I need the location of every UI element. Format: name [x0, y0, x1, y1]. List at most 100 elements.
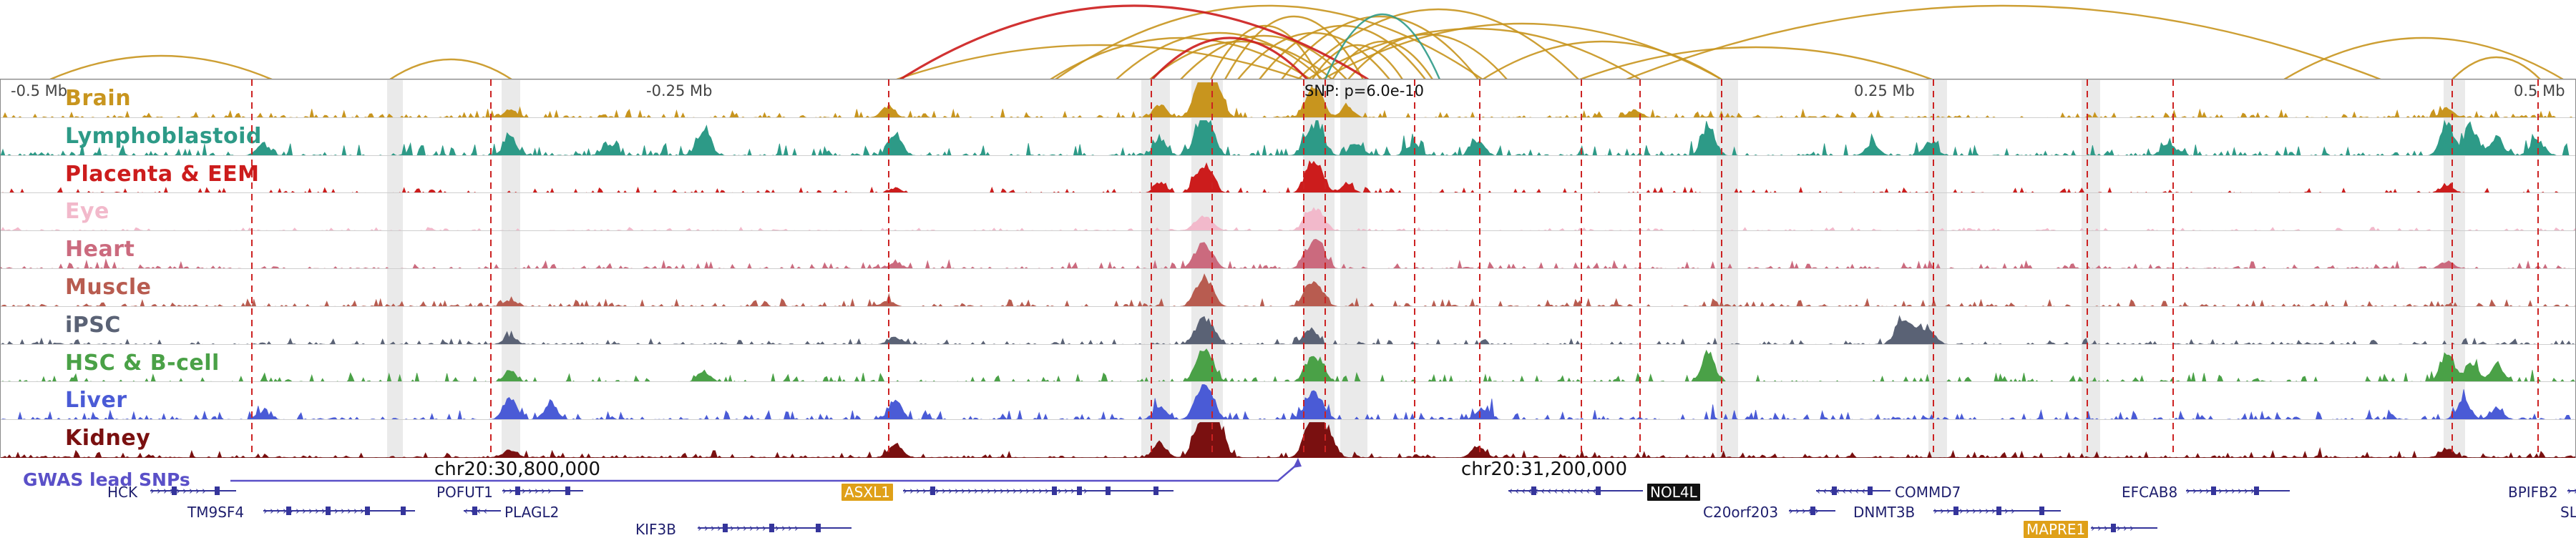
track-row-kidney[interactable]: Kidney	[1, 419, 2575, 458]
track-label-muscle: Muscle	[65, 275, 152, 300]
gene-label-pofut1[interactable]: POFUT1	[436, 484, 493, 501]
snp-dashed-line	[2172, 79, 2174, 457]
gene-label-c20orf203[interactable]: C20orf203	[1703, 504, 1779, 521]
ruler-label-neg025: -0.25 Mb	[646, 82, 713, 99]
gene-label-nol4l[interactable]: NOL4L	[1647, 484, 1700, 501]
snp-pvalue-label: SNP: p=6.0e-10	[1304, 82, 1424, 99]
interaction-arcs	[49, 4, 2564, 80]
track-label-eye: Eye	[65, 199, 109, 225]
exon	[1996, 507, 2001, 515]
ruler-label-pos025: 0.25 Mb	[1854, 82, 1915, 99]
track-row-muscle[interactable]: Muscle	[1, 268, 2575, 307]
gene-body-hck[interactable]: ›››››››››	[150, 483, 236, 499]
exon	[1596, 486, 1601, 495]
gene-body-kif3b[interactable]: ››››››››››››››››	[698, 520, 852, 536]
snp-dashed-line	[2537, 79, 2539, 457]
exon	[1531, 486, 1536, 495]
exon	[2039, 507, 2044, 515]
exon	[1106, 486, 1111, 495]
snp-dashed-line	[1581, 79, 1582, 457]
exon	[723, 524, 728, 532]
gene-body-efcab8[interactable]: ›››››››››››	[2186, 483, 2290, 499]
gene-body-pofut1[interactable]: ››››››››	[502, 483, 583, 499]
exon	[1052, 486, 1057, 495]
interaction-arc	[1579, 46, 1933, 80]
interaction-arc	[49, 54, 273, 80]
snp-dashed-line	[1324, 79, 1326, 457]
signal-liver	[1, 384, 2575, 421]
snp-dashed-line	[1721, 79, 1722, 457]
gwas-lead-snps-label: GWAS lead SNPs	[23, 469, 190, 490]
signal-eye	[1, 207, 2575, 232]
interaction-arc	[896, 44, 1303, 80]
interaction-arc	[1297, 8, 1579, 80]
exon	[2111, 524, 2116, 532]
gene-label-asxl1[interactable]: ASXL1	[841, 484, 893, 501]
signal-kidney	[1, 422, 2575, 458]
interaction-arc	[899, 4, 1369, 80]
gene-label-hck[interactable]: HCK	[107, 484, 138, 501]
snp-dashed-line	[1303, 79, 1304, 457]
ruler-label-left: -0.5 Mb	[11, 82, 68, 99]
track-row-brain[interactable]: Brain	[1, 79, 2575, 118]
exon	[1153, 486, 1158, 495]
exon	[2254, 486, 2259, 495]
interaction-arc	[1180, 34, 1347, 80]
gene-label-bpifb2[interactable]: BPIFB2	[2508, 484, 2558, 501]
track-row-eye[interactable]: Eye	[1, 192, 2575, 232]
snp-dashed-line	[1211, 79, 1213, 457]
track-row-liver[interactable]: Liver	[1, 381, 2575, 421]
exon	[401, 507, 406, 515]
gene-body-plagl2[interactable]: ‹‹‹‹	[464, 503, 501, 519]
ruler-label-right: 0.5 Mb	[2514, 82, 2565, 99]
track-label-heart: Heart	[65, 237, 135, 263]
gene-label-sl[interactable]: SL	[2560, 504, 2576, 521]
gene-body-nol4l[interactable]: ‹‹‹‹‹‹‹‹‹‹‹‹‹‹	[1508, 483, 1643, 499]
signal-heart	[1, 239, 2575, 269]
exon	[930, 486, 935, 495]
exon	[472, 507, 477, 515]
exon	[215, 486, 220, 495]
exon	[172, 486, 177, 495]
gene-label-dnmt3b[interactable]: DNMT3B	[1853, 504, 1916, 521]
gene-label-plagl2[interactable]: PLAGL2	[504, 504, 560, 521]
gene-body-dnmt3b[interactable]: ›››››››››››››	[1933, 503, 2061, 519]
gene-body-tm9sf4[interactable]: ››››››››››››››››	[263, 503, 415, 519]
signal-track-area[interactable]: -0.5 Mb -0.25 Mb SNP: p=6.0e-10 0.25 Mb …	[0, 79, 2576, 458]
interaction-arc	[1324, 13, 1441, 80]
snp-dashed-line	[1414, 79, 1415, 457]
signal-placenta-eem	[1, 160, 2575, 194]
gene-label-mapre1[interactable]: MAPRE1	[2024, 521, 2089, 538]
snp-dashed-line	[251, 79, 253, 457]
interaction-arc	[389, 58, 512, 80]
gene-label-commd7[interactable]: COMMD7	[1895, 484, 1961, 501]
interaction-arc	[1116, 31, 1323, 80]
interaction-arc	[1224, 16, 1365, 80]
interaction-arc	[1149, 40, 1333, 80]
exon	[816, 524, 821, 532]
track-row-heart[interactable]: Heart	[1, 230, 2575, 269]
gene-label-kif3b[interactable]: KIF3B	[635, 521, 676, 538]
track-label-lymphoblastoid: Lymphoblastoid	[65, 123, 262, 149]
interaction-arc	[1626, 4, 2381, 80]
gene-label-tm9sf4[interactable]: TM9SF4	[187, 504, 245, 521]
snp-dashed-line	[1933, 79, 1934, 457]
exon	[1077, 486, 1082, 495]
gene-body-bpifb2[interactable]: ››››	[2567, 483, 2576, 499]
gene-body-asxl1[interactable]: ›››››››››››››››››››››››››››››	[903, 483, 1174, 499]
track-row-ipsc[interactable]: iPSC	[1, 305, 2575, 345]
gene-body-mapre1[interactable]: ›››››››	[2091, 520, 2157, 536]
track-row-placenta-eem[interactable]: Placenta & EEM	[1, 155, 2575, 194]
track-row-lymphoblastoid[interactable]: Lymphoblastoid	[1, 117, 2575, 156]
signal-muscle	[1, 273, 2575, 307]
interaction-arc	[1281, 15, 1479, 80]
snp-dashed-line	[2087, 79, 2088, 457]
signal-lymphoblastoid	[1, 119, 2575, 156]
track-row-hsc-b-cell[interactable]: HSC & B-cell	[1, 343, 2575, 383]
gene-body-commd7[interactable]: ‹‹‹‹‹‹‹‹	[1816, 483, 1890, 499]
gene-label-efcab8[interactable]: EFCAB8	[2122, 484, 2178, 501]
interaction-arc	[2451, 56, 2541, 80]
snp-dashed-line	[1479, 79, 1480, 457]
gene-body-c20orf203[interactable]: ›››››	[1789, 503, 1835, 519]
